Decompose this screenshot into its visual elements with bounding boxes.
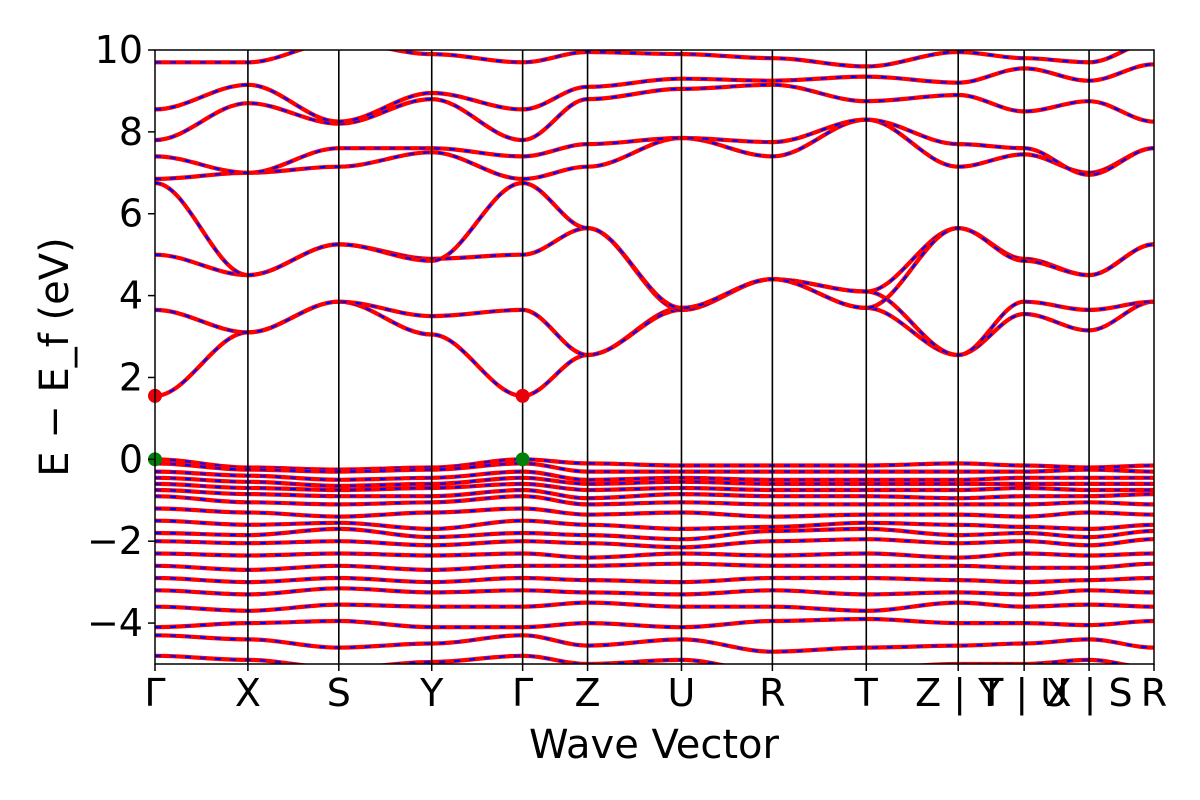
x-tick-label-5: Z: [575, 671, 601, 715]
x-tick-label-6: U: [668, 671, 696, 715]
x-tick-label-10: T | U: [979, 671, 1068, 716]
y-tick-label-0: −4: [87, 601, 143, 645]
kpoint-lines: [247, 50, 1090, 664]
x-tick-label-1: X: [235, 671, 261, 715]
cbm-marker-1: [515, 388, 530, 403]
y-tick-label-5: 6: [119, 192, 143, 236]
x-tick-label-0: Γ: [144, 671, 165, 715]
y-tick-label-1: −2: [87, 519, 143, 563]
x-tick-label-8: T: [854, 671, 879, 715]
y-tick-label-7: 10: [95, 28, 143, 72]
y-tick-label-3: 2: [119, 355, 143, 399]
band-spin-down-3: [155, 181, 1154, 310]
x-tick-label-7: R: [759, 671, 785, 715]
x-tick-label-9: Z | Y: [915, 671, 1002, 716]
plot-frame: [154, 49, 1155, 665]
vbm-marker-1: [515, 452, 530, 467]
y-tick-label-2: 0: [119, 437, 143, 481]
x-tick-label-11: X | S: [1046, 671, 1133, 716]
x-tick-label-2: S: [327, 671, 351, 715]
x-tick-label-12: R: [1141, 671, 1167, 715]
band-spin-down-1: [155, 278, 1154, 357]
y-tick-label-6: 8: [119, 110, 143, 154]
band-spin-down-7: [155, 63, 1154, 123]
band-spin-down-8: [155, 50, 1129, 68]
band-spin-down-6: [155, 83, 1154, 142]
x-tick-label-3: Y: [419, 671, 444, 715]
x-tick-label-4: Γ: [512, 671, 533, 715]
y-tick-label-4: 4: [119, 274, 143, 318]
y-ticks: −4 −2 0 2 4 6 8 10: [87, 28, 155, 645]
y-axis-label: E − E_f (eV): [32, 237, 78, 476]
x-axis-label: Wave Vector: [529, 722, 780, 768]
